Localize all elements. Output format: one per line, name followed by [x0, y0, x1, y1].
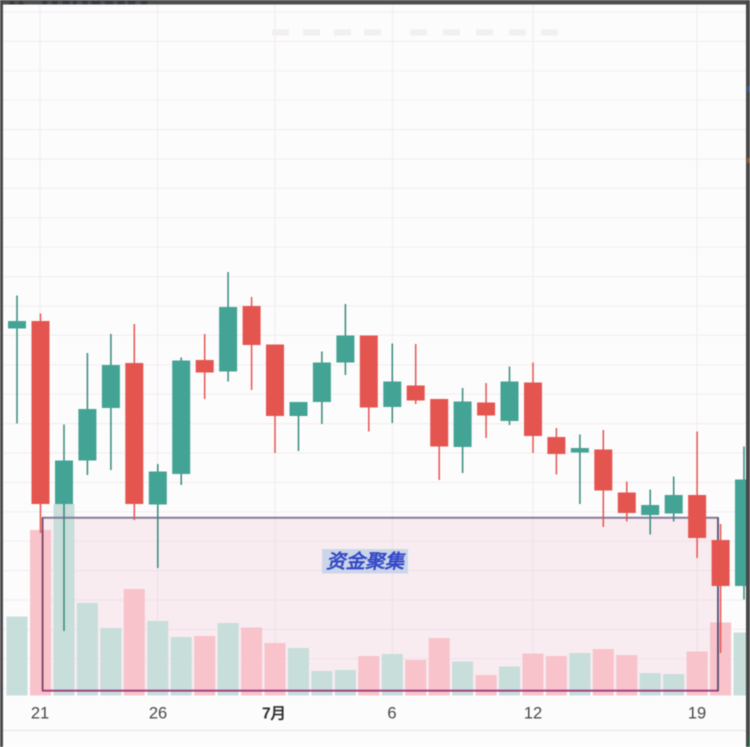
svg-text:7月: 7月 — [262, 705, 286, 723]
svg-text:19: 19 — [688, 705, 706, 723]
svg-text:6: 6 — [387, 705, 396, 723]
svg-text:资金聚集: 资金聚集 — [326, 550, 407, 573]
svg-text:21: 21 — [31, 705, 49, 723]
svg-text:26: 26 — [149, 705, 167, 723]
svg-text:12: 12 — [524, 705, 542, 723]
